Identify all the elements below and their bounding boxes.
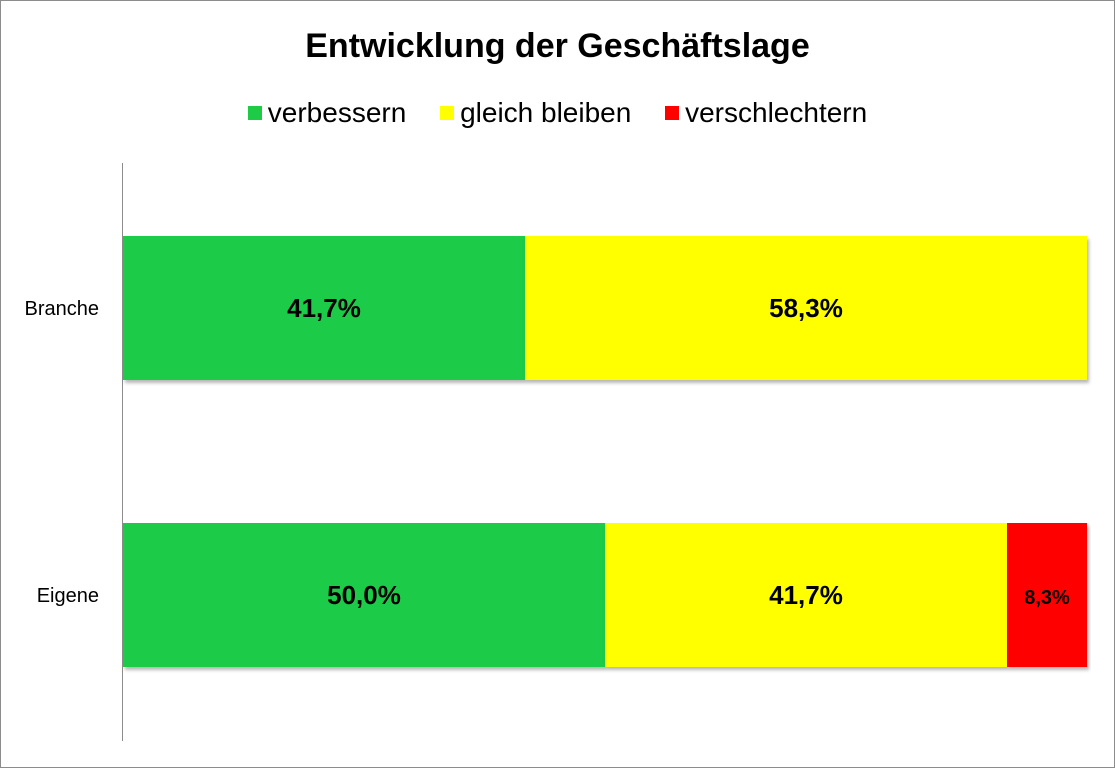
data-label-eigene-gleich-bleiben: 41,7% (769, 580, 843, 610)
data-label-branche-verbessern: 41,7% (287, 293, 361, 323)
bar-eigene-verbessern (123, 523, 605, 667)
bar-eigene-verschlechtern (1007, 523, 1087, 667)
chart-title: Entwicklung der Geschäftslage (305, 27, 810, 65)
legend-item-verbessern: verbessern (247, 97, 407, 129)
bar-branche-verbessern (123, 236, 525, 380)
legend-swatch-gleich-bleiben (440, 106, 455, 120)
data-label-eigene-verschlechtern: 8,3% (1024, 587, 1070, 609)
bar-eigene-gleich-bleiben (605, 523, 1007, 667)
legend-item-gleich-bleiben: gleich bleiben (440, 97, 631, 129)
chart-legend: verbessern gleich bleiben verschlechtern (1, 97, 1114, 129)
legend-label-verschlechtern: verschlechtern (685, 97, 868, 128)
bar-branche-gleich-bleiben (525, 236, 1087, 380)
category-label-eigene: Eigene (37, 585, 99, 607)
data-label-eigene-verbessern: 50,0% (327, 580, 401, 610)
legend-swatch-verbessern (247, 106, 262, 120)
data-label-branche-gleich-bleiben: 58,3% (769, 293, 843, 323)
legend-swatch-verschlechtern (665, 106, 680, 120)
legend-label-gleich-bleiben: gleich bleiben (460, 97, 632, 128)
legend-item-verschlechtern: verschlechtern (665, 97, 867, 129)
legend-label-verbessern: verbessern (267, 97, 407, 128)
category-label-branche: Branche (25, 298, 100, 320)
